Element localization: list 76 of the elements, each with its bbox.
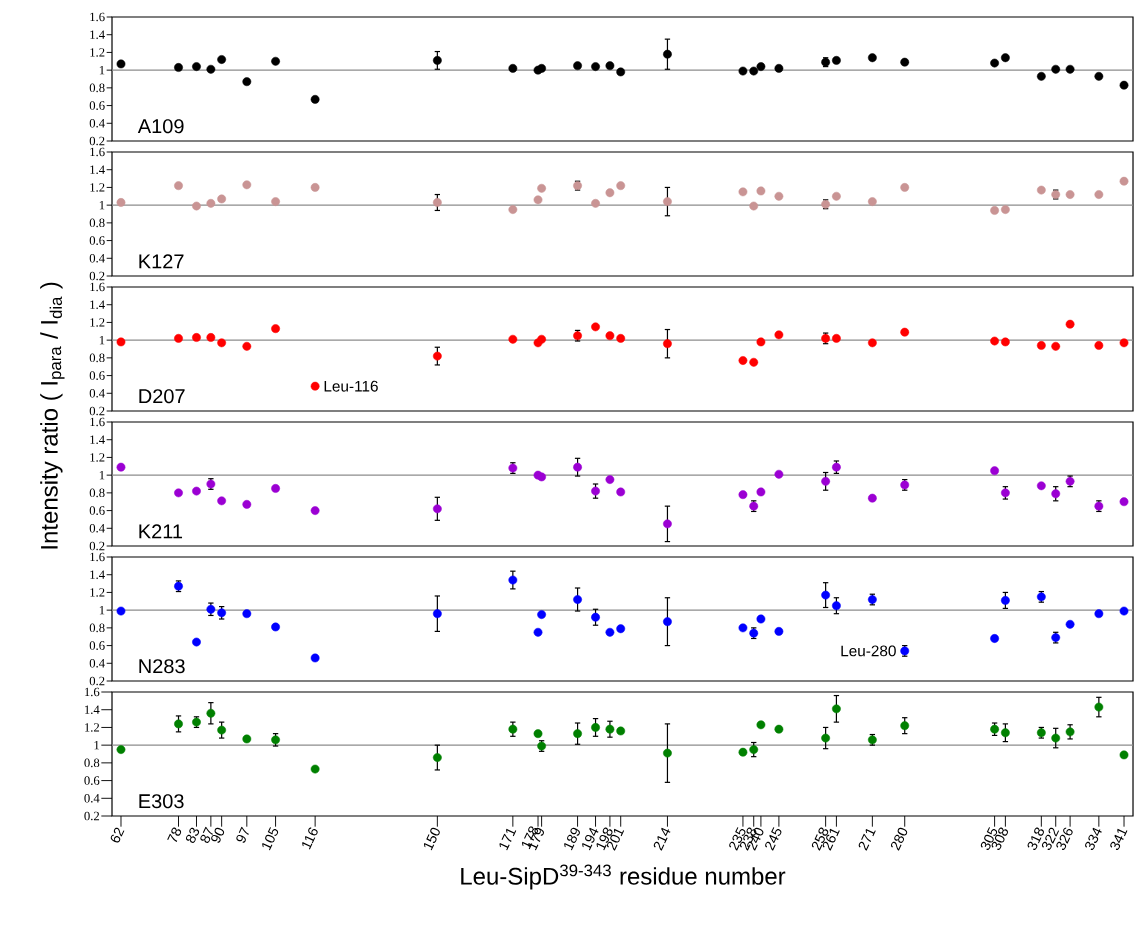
x-axis-title: Leu-SipD$^{39-343}$ residue number xyxy=(461,864,786,890)
annotation: K211 xyxy=(139,524,183,539)
x-tick-label: 171 xyxy=(499,828,517,851)
y-tick-label: 1.4 xyxy=(85,705,100,714)
x-tick-label: 189 xyxy=(564,827,580,851)
y-tick-label: 1.6 xyxy=(90,12,105,22)
y-tick-label: 1.2 xyxy=(90,453,105,462)
y-tick-label: 1 xyxy=(99,605,105,615)
annotation: A109 xyxy=(137,119,184,134)
y-tick-label: 1.4 xyxy=(90,570,105,579)
y-tick-label: 0.8 xyxy=(89,488,105,498)
x-tick-label: 97 xyxy=(236,826,249,843)
x-tick-label: 62 xyxy=(110,827,125,843)
y-tick-label: 1.2 xyxy=(90,183,105,192)
annotation: Leu-280 xyxy=(841,645,896,657)
y-tick-label: 0.6 xyxy=(89,641,105,650)
y-tick-label: 1.6 xyxy=(85,687,100,697)
x-tick-label: 214 xyxy=(653,827,671,851)
y-axis-title: Intensity ratio ( I$_{para}$ / I$_{dia}$ ) xyxy=(40,282,65,549)
y-tick-label: 1.2 xyxy=(90,48,105,57)
x-tick-label: 87 xyxy=(200,826,213,843)
y-tick-label: 1.2 xyxy=(90,588,105,597)
y-tick-label: 0.4 xyxy=(89,118,105,128)
y-tick-label: 0.4 xyxy=(89,388,105,398)
x-tick-label: 90 xyxy=(211,827,225,843)
y-tick-label: 0.8 xyxy=(89,623,105,633)
x-tick-label: 83 xyxy=(185,827,200,843)
y-tick-label: 0.6 xyxy=(84,776,100,785)
y-tick-label: 1.6 xyxy=(90,417,105,427)
y-tick-label: 1.4 xyxy=(90,300,105,309)
y-tick-label: 0.4 xyxy=(89,253,105,263)
y-tick-label: 0.8 xyxy=(89,353,105,363)
y-tick-label: 0.2 xyxy=(89,676,105,686)
y-tick-label: 1.2 xyxy=(90,318,105,327)
y-tick-label: 0.2 xyxy=(84,811,100,821)
y-tick-label: 1.6 xyxy=(90,282,105,292)
y-tick-label: 0.4 xyxy=(89,658,105,668)
y-tick-label: 1 xyxy=(99,335,105,345)
y-tick-label: 1 xyxy=(99,65,105,75)
x-tick-label: 271 xyxy=(858,828,876,851)
x-tick-label: 150 xyxy=(423,827,440,851)
y-tick-label: 1 xyxy=(94,740,99,750)
y-tick-label: 0.4 xyxy=(89,523,105,533)
annotation: K127 xyxy=(139,254,184,269)
y-tick-label: 0.6 xyxy=(89,506,105,515)
y-tick-label: 0.8 xyxy=(89,218,105,228)
y-tick-label: 0.2 xyxy=(89,136,105,146)
annotation: N283 xyxy=(139,659,185,674)
y-tick-label: 1.4 xyxy=(90,435,105,444)
y-tick-label: 1 xyxy=(99,200,105,210)
y-tick-label: 0.2 xyxy=(89,406,105,416)
x-tick-label: 78 xyxy=(167,827,182,843)
annotation: E303 xyxy=(139,794,184,809)
y-tick-label: 1.6 xyxy=(90,147,105,157)
x-tick-label: 341 xyxy=(1110,828,1128,850)
y-tick-label: 0.8 xyxy=(84,758,100,768)
y-tick-label: 0.8 xyxy=(89,83,105,93)
x-tick-label: 105 xyxy=(262,827,279,851)
y-tick-label: 1.4 xyxy=(90,165,105,174)
annotation: D207 xyxy=(139,389,185,404)
y-tick-label: 1 xyxy=(99,470,105,480)
x-tick-label: 245 xyxy=(765,827,782,851)
y-tick-label: 0.6 xyxy=(89,236,105,245)
y-tick-label: 0.6 xyxy=(89,371,105,380)
y-tick-label: 1.2 xyxy=(85,723,100,732)
y-tick-label: 1.6 xyxy=(90,552,105,562)
y-tick-label: 1.4 xyxy=(90,30,105,39)
y-tick-label: 0.6 xyxy=(89,101,105,110)
annotation: Leu-116 xyxy=(324,380,378,392)
y-tick-label: 0.2 xyxy=(89,271,105,281)
x-tick-label: 334 xyxy=(1085,827,1102,850)
x-tick-label: 318 xyxy=(1027,827,1044,850)
y-tick-label: 0.4 xyxy=(84,793,100,803)
x-tick-label: 280 xyxy=(890,827,908,851)
x-tick-label: 116 xyxy=(302,827,318,850)
y-tick-label: 0.2 xyxy=(89,541,105,551)
